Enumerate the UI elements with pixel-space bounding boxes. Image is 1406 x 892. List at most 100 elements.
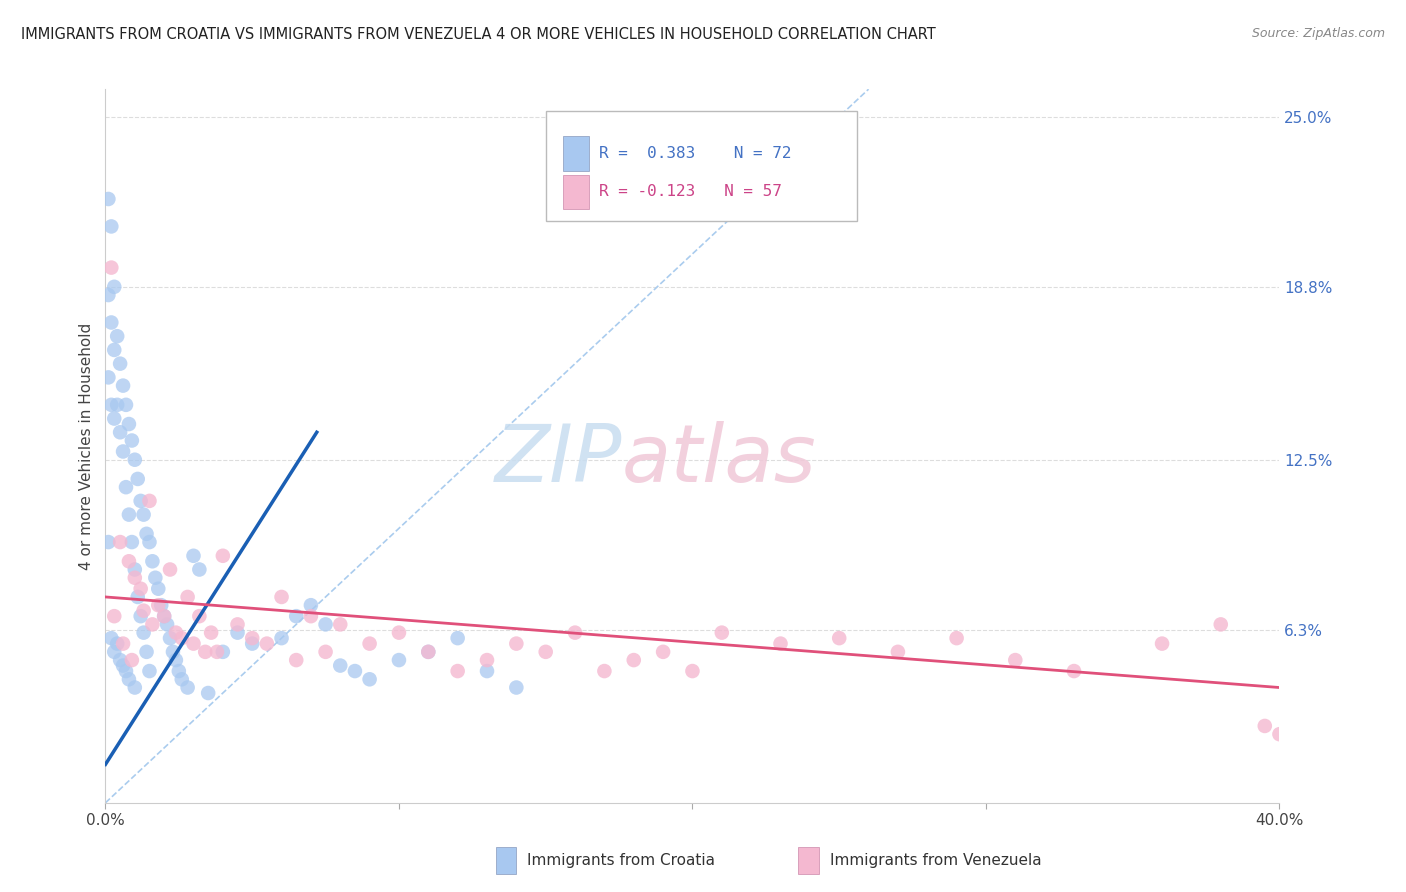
Point xyxy=(1004,653,1026,667)
Point xyxy=(299,598,322,612)
Bar xyxy=(564,136,589,170)
Point xyxy=(167,664,190,678)
Point xyxy=(446,664,468,678)
Point xyxy=(138,664,160,678)
Point xyxy=(141,554,163,568)
Point xyxy=(329,658,352,673)
Point xyxy=(100,631,122,645)
Point xyxy=(124,571,146,585)
FancyBboxPatch shape xyxy=(546,111,856,221)
Point xyxy=(156,617,179,632)
Point xyxy=(124,452,146,467)
Point xyxy=(148,582,170,596)
Point xyxy=(97,370,120,384)
Point xyxy=(132,604,155,618)
Point xyxy=(129,609,152,624)
Point xyxy=(1209,617,1232,632)
Point xyxy=(108,357,131,371)
Point xyxy=(682,664,704,678)
Point xyxy=(418,645,440,659)
Point xyxy=(652,645,675,659)
Point xyxy=(132,508,155,522)
Point xyxy=(112,378,135,392)
Point xyxy=(176,590,198,604)
Point xyxy=(138,494,160,508)
Point xyxy=(1268,727,1291,741)
Point xyxy=(505,637,527,651)
Point xyxy=(170,631,193,645)
Point xyxy=(108,653,131,667)
Point xyxy=(132,625,155,640)
Point xyxy=(162,645,184,659)
Point xyxy=(945,631,967,645)
Point xyxy=(148,598,170,612)
Point xyxy=(226,617,249,632)
Point xyxy=(129,494,152,508)
Point xyxy=(100,260,122,275)
Point xyxy=(115,398,138,412)
Text: atlas: atlas xyxy=(621,421,817,500)
Point xyxy=(150,598,173,612)
Point xyxy=(188,609,211,624)
Point xyxy=(240,637,263,651)
Point xyxy=(270,590,292,604)
Point xyxy=(299,609,322,624)
Text: R =  0.383    N = 72: R = 0.383 N = 72 xyxy=(599,146,792,161)
Point xyxy=(108,425,131,440)
Point xyxy=(153,609,176,624)
Point xyxy=(475,664,498,678)
Point xyxy=(105,637,128,651)
Point xyxy=(359,637,381,651)
Point xyxy=(188,562,211,576)
Point xyxy=(270,631,292,645)
Point xyxy=(103,343,125,357)
Point xyxy=(418,645,440,659)
Point xyxy=(112,637,135,651)
Point xyxy=(828,631,851,645)
Point xyxy=(97,535,120,549)
Point xyxy=(343,664,366,678)
Point xyxy=(887,645,910,659)
Point xyxy=(1254,719,1277,733)
Point xyxy=(118,417,141,431)
Point xyxy=(197,686,219,700)
Point xyxy=(1063,664,1085,678)
Point xyxy=(138,535,160,549)
Point xyxy=(121,653,143,667)
Point xyxy=(710,625,733,640)
Point xyxy=(534,645,557,659)
Text: Source: ZipAtlas.com: Source: ZipAtlas.com xyxy=(1251,27,1385,40)
Point xyxy=(165,625,187,640)
Point xyxy=(127,472,149,486)
Point xyxy=(285,609,308,624)
Point xyxy=(121,535,143,549)
Point xyxy=(100,219,122,234)
Point xyxy=(103,280,125,294)
Point xyxy=(769,637,792,651)
Point xyxy=(105,329,128,343)
Point xyxy=(124,681,146,695)
Point xyxy=(159,562,181,576)
Point xyxy=(159,631,181,645)
Point xyxy=(100,398,122,412)
Point xyxy=(388,625,411,640)
Point xyxy=(315,617,337,632)
Point xyxy=(124,562,146,576)
Point xyxy=(135,645,157,659)
Point xyxy=(129,582,152,596)
Point xyxy=(135,526,157,541)
Point xyxy=(115,480,138,494)
Point xyxy=(103,609,125,624)
Point xyxy=(143,571,166,585)
Point xyxy=(256,637,278,651)
Point xyxy=(388,653,411,667)
Point xyxy=(97,288,120,302)
Point xyxy=(108,535,131,549)
Text: Immigrants from Venezuela: Immigrants from Venezuela xyxy=(830,854,1042,868)
Point xyxy=(200,625,222,640)
Y-axis label: 4 or more Vehicles in Household: 4 or more Vehicles in Household xyxy=(79,322,94,570)
Point xyxy=(1150,637,1173,651)
Point xyxy=(211,549,233,563)
Point xyxy=(329,617,352,632)
Point xyxy=(112,444,135,458)
